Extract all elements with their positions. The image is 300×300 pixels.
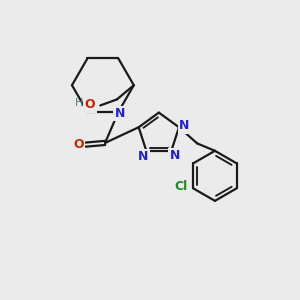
Text: O: O xyxy=(74,138,84,151)
Text: N: N xyxy=(179,119,190,132)
Text: N: N xyxy=(115,107,125,120)
Text: N: N xyxy=(169,149,180,162)
Text: Cl: Cl xyxy=(174,180,188,194)
Text: H: H xyxy=(75,98,83,108)
Text: N: N xyxy=(138,150,148,163)
Text: O: O xyxy=(85,98,95,111)
